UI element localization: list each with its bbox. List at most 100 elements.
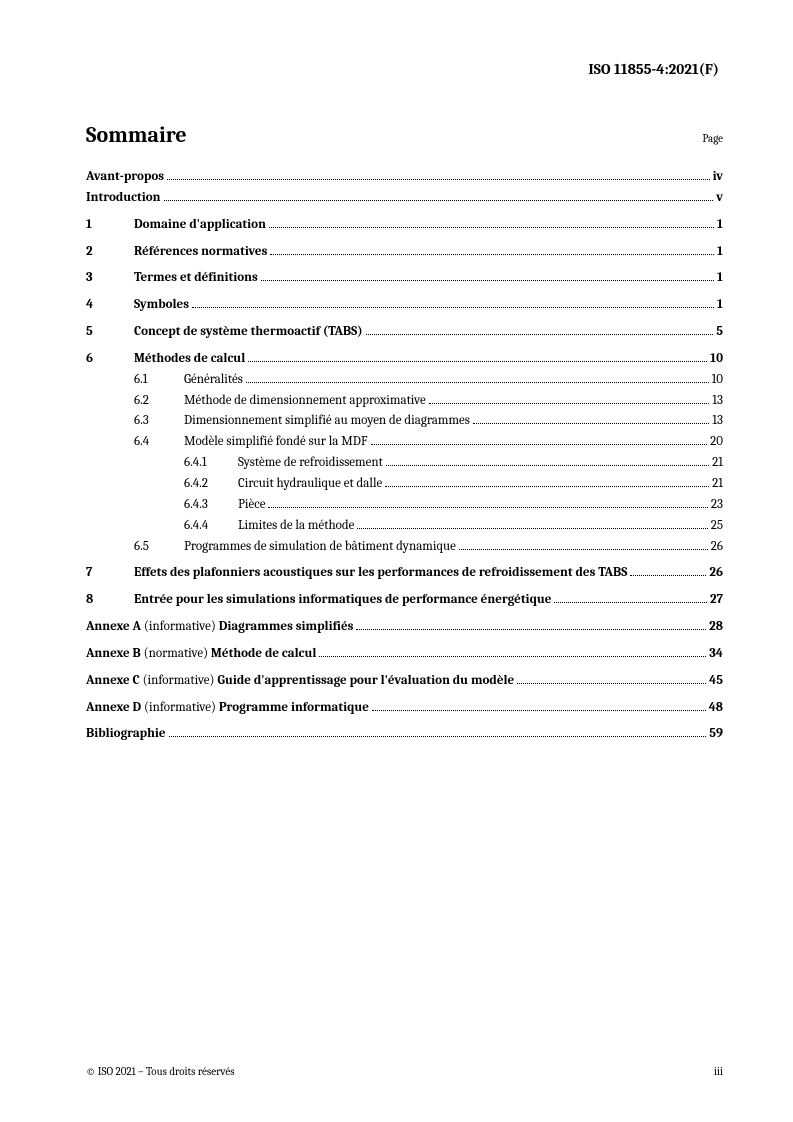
toc-leader-dots bbox=[630, 575, 706, 576]
toc-entry-title: Circuit hydraulique et dalle bbox=[238, 475, 382, 494]
toc-leader-dots bbox=[366, 334, 714, 335]
toc-entry-title: Bibliographie bbox=[86, 725, 166, 744]
toc-entry: 7Effets des plafonniers acoustiques sur … bbox=[86, 564, 723, 583]
toc-entry-title: Annexe B (normative) Méthode de calcul bbox=[86, 645, 316, 664]
toc-leader-dots bbox=[554, 602, 707, 603]
toc-entry-title: Concept de système thermoactif (TABS) bbox=[134, 323, 363, 342]
toc-leader-dots bbox=[385, 486, 709, 487]
toc-entry-page: 21 bbox=[712, 454, 723, 473]
toc-entry-number: 6.4.3 bbox=[184, 496, 238, 515]
toc-entry-title: Annexe C (informative) Guide d'apprentis… bbox=[86, 672, 514, 691]
toc-entry: 1Domaine d'application1 bbox=[86, 216, 723, 235]
toc-entry: 5Concept de système thermoactif (TABS)5 bbox=[86, 323, 723, 342]
toc-leader-dots bbox=[319, 656, 706, 657]
toc-entry: 4Symboles 1 bbox=[86, 296, 723, 315]
toc-leader-dots bbox=[192, 307, 714, 308]
toc-leader-dots bbox=[270, 254, 714, 255]
toc-entry-page: 23 bbox=[711, 496, 723, 515]
toc-entry-number: 6.1 bbox=[134, 371, 184, 390]
toc-entry-title: Modèle simplifié fondé sur la MDF bbox=[184, 433, 368, 452]
toc-entry-title: Système de refroidissement bbox=[238, 454, 383, 473]
toc-heading: Sommaire bbox=[86, 122, 187, 148]
toc-entry-title: Programmes de simulation de bâtiment dyn… bbox=[184, 538, 456, 557]
toc-entry-number: 6.2 bbox=[134, 392, 184, 411]
toc-leader-dots bbox=[167, 179, 710, 180]
toc-entry-title: Limites de la méthode bbox=[238, 517, 354, 536]
page-number: iii bbox=[714, 1065, 723, 1078]
toc-entry-title: Pièce bbox=[238, 496, 265, 515]
toc-leader-dots bbox=[246, 382, 709, 383]
toc-entry-title: Annexe A (informative) Diagrammes simpli… bbox=[86, 618, 353, 637]
toc-entry-page: 48 bbox=[709, 699, 723, 718]
toc-leader-dots bbox=[429, 403, 710, 404]
toc-leader-dots bbox=[371, 444, 708, 445]
toc-entry-title: Symboles bbox=[134, 296, 189, 315]
toc-entry: Introductionv bbox=[86, 189, 723, 208]
toc-leader-dots bbox=[372, 710, 706, 711]
toc-entry: Avant-propos iv bbox=[86, 168, 723, 187]
toc-entry-title: Dimensionnement simplifié au moyen de di… bbox=[184, 412, 470, 431]
toc-entry-number: 7 bbox=[86, 564, 134, 583]
toc-entry-number: 4 bbox=[86, 296, 134, 315]
toc-entry: 6.4.2Circuit hydraulique et dalle 21 bbox=[86, 475, 723, 494]
toc-entry: 6.4.4Limites de la méthode25 bbox=[86, 517, 723, 536]
toc-entry-page: 59 bbox=[709, 725, 723, 744]
table-of-contents: Avant-proposivIntroductionv1Domaine d'ap… bbox=[86, 168, 723, 744]
toc-entry: 6.1Généralités 10 bbox=[86, 371, 723, 390]
toc-entry-page: 5 bbox=[716, 323, 723, 342]
toc-entry-page: 21 bbox=[712, 475, 723, 494]
toc-entry-page: 13 bbox=[712, 412, 723, 431]
toc-entry-title: Effets des plafonniers acoustiques sur l… bbox=[134, 564, 627, 583]
toc-entry-title: Méthodes de calcul bbox=[134, 350, 245, 369]
toc-leader-dots bbox=[473, 423, 709, 424]
toc-entry-page: 20 bbox=[710, 433, 723, 452]
toc-entry: 8Entrée pour les simulations informatiqu… bbox=[86, 591, 723, 610]
toc-entry-page: 10 bbox=[710, 350, 723, 369]
toc-entry-title: Annexe D (informative) Programme informa… bbox=[86, 699, 369, 718]
toc-entry-page: 1 bbox=[717, 243, 723, 262]
toc-entry-title: Introduction bbox=[86, 189, 161, 208]
toc-entry: 6.4Modèle simplifié fondé sur la MDF 20 bbox=[86, 433, 723, 452]
toc-entry-title: Généralités bbox=[184, 371, 243, 390]
toc-leader-dots bbox=[357, 528, 707, 529]
toc-entry-title: Domaine d'application bbox=[134, 216, 266, 235]
toc-entry: 6.2Méthode de dimensionnement approximat… bbox=[86, 392, 723, 411]
toc-entry-page: 10 bbox=[712, 371, 723, 390]
toc-entry-number: 8 bbox=[86, 591, 134, 610]
toc-entry-number: 6.4.1 bbox=[184, 454, 238, 473]
toc-entry-title: Termes et définitions bbox=[134, 269, 258, 288]
toc-entry-number: 6.5 bbox=[134, 538, 184, 557]
toc-entry-page: 1 bbox=[717, 269, 723, 288]
toc-entry: Annexe A (informative) Diagrammes simpli… bbox=[86, 618, 723, 637]
toc-entry-number: 6.4.2 bbox=[184, 475, 238, 494]
toc-entry-page: 34 bbox=[709, 645, 723, 664]
toc-entry-title: Entrée pour les simulations informatique… bbox=[134, 591, 551, 610]
toc-entry: 6.4.1Système de refroidissement 21 bbox=[86, 454, 723, 473]
toc-entry-page: 28 bbox=[709, 618, 723, 637]
toc-entry: Annexe D (informative) Programme informa… bbox=[86, 699, 723, 718]
toc-entry-page: 27 bbox=[710, 591, 723, 610]
toc-entry-number: 1 bbox=[86, 216, 134, 235]
toc-entry: 6Méthodes de calcul10 bbox=[86, 350, 723, 369]
toc-entry-page: 26 bbox=[709, 564, 723, 583]
toc-entry-title: Avant-propos bbox=[86, 168, 164, 187]
toc-entry: 3Termes et définitions 1 bbox=[86, 269, 723, 288]
toc-entry-number: 6.3 bbox=[134, 412, 184, 431]
copyright-text: © ISO 2021 – Tous droits réservés bbox=[86, 1065, 235, 1078]
toc-page-label: Page bbox=[702, 132, 723, 145]
toc-entry: 6.3Dimensionnement simplifié au moyen de… bbox=[86, 412, 723, 431]
toc-leader-dots bbox=[164, 200, 714, 201]
heading-row: Sommaire Page bbox=[86, 122, 723, 148]
toc-entry: 6.4.3Pièce 23 bbox=[86, 496, 723, 515]
toc-entry-page: iv bbox=[713, 168, 723, 187]
toc-leader-dots bbox=[269, 227, 714, 228]
page-footer: © ISO 2021 – Tous droits réservés iii bbox=[86, 1065, 723, 1078]
toc-entry-page: 1 bbox=[717, 296, 723, 315]
toc-leader-dots bbox=[517, 683, 706, 684]
toc-entry-number: 2 bbox=[86, 243, 134, 262]
toc-entry-number: 6.4 bbox=[134, 433, 184, 452]
toc-leader-dots bbox=[248, 361, 707, 362]
toc-entry-number: 3 bbox=[86, 269, 134, 288]
toc-entry: Bibliographie 59 bbox=[86, 725, 723, 744]
toc-entry-number: 6.4.4 bbox=[184, 517, 238, 536]
